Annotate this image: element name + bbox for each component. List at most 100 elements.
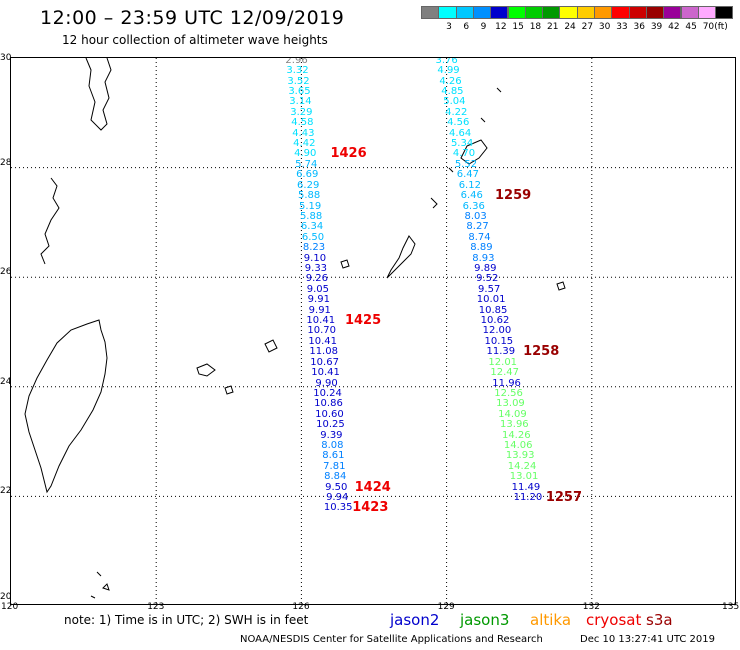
wave-height-value: 11.49 <box>511 481 541 493</box>
color-scale-box <box>576 6 595 19</box>
color-scale-box <box>438 6 457 19</box>
pass-number-label: 1258 <box>523 344 560 360</box>
latitude-label: 22 <box>0 486 12 497</box>
wave-height-value: 5.04 <box>443 96 466 108</box>
color-scale-label: 21 <box>547 22 559 32</box>
generated-timestamp: Dec 10 13:27:41 UTC 2019 <box>580 634 715 645</box>
color-scale-box <box>645 6 665 19</box>
wave-height-value: 9.52 <box>476 273 499 285</box>
color-scale-box <box>524 6 544 19</box>
wave-height-value: 13.09 <box>496 398 525 410</box>
pass-number-label: 1426 <box>330 146 367 162</box>
legend-item-s3a: s3a <box>646 611 673 629</box>
wave-height-value: 8.23 <box>302 242 326 254</box>
miyako-island <box>264 339 278 353</box>
wave-height-value: 6.46 <box>460 190 483 202</box>
color-scale-box <box>507 6 526 19</box>
wave-height-value: 11.96 <box>492 377 521 389</box>
luzon-strait-islands <box>90 571 110 599</box>
wave-height-value: 8.93 <box>472 252 495 264</box>
color-scale-label: 36 <box>633 22 645 32</box>
wave-height-value: 8.08 <box>321 439 344 451</box>
color-scale-box <box>663 6 682 19</box>
pass-number-label: 1257 <box>545 490 582 506</box>
kume-island <box>340 259 350 269</box>
wave-height-value: 4.42 <box>293 138 316 150</box>
color-scale-label: 33 <box>616 22 628 32</box>
wave-height-value: 7.81 <box>323 460 346 472</box>
color-scale-label: 18 <box>529 22 542 32</box>
latitude-label: 28 <box>0 157 12 168</box>
wave-height-value: 10.41 <box>308 335 338 347</box>
wave-height-value: 9.57 <box>478 283 501 295</box>
ishigaki-island <box>196 363 216 377</box>
latitude-label: 24 <box>0 376 12 387</box>
color-scale-box <box>490 6 509 19</box>
color-scale-box <box>472 6 492 19</box>
daito-island <box>556 281 566 291</box>
wave-height-value: 8.03 <box>464 210 487 222</box>
wave-height-value: 10.25 <box>316 419 345 431</box>
wave-height-value: 9.05 <box>306 283 329 295</box>
latitude-label: 26 <box>0 267 12 278</box>
color-scale-box <box>680 6 699 19</box>
wave-height-value: 12.56 <box>494 387 523 399</box>
wave-height-value: 4.99 <box>437 65 460 77</box>
wave-height-value: 10.41 <box>311 367 340 379</box>
wave-height-value: 6.69 <box>296 169 319 181</box>
color-scale-label: 39 <box>650 22 663 32</box>
color-scale-box <box>611 6 630 19</box>
color-scale-box <box>628 6 647 19</box>
legend-item-altika: altika <box>530 611 572 629</box>
color-scale-label: 9 <box>480 22 487 32</box>
pass-number-label: 1424 <box>354 479 391 495</box>
wave-height-value: 9.50 <box>325 481 348 493</box>
wave-height-value: 4.64 <box>449 127 472 139</box>
wave-height-value: 12.00 <box>482 325 512 337</box>
japan-coastline <box>85 58 112 131</box>
color-scale-box <box>559 6 578 19</box>
page-subtitle: 12 hour collection of altimeter wave hei… <box>62 33 328 47</box>
wave-height-value: 8.89 <box>470 242 493 254</box>
color-scale-box <box>715 6 734 19</box>
wave-height-value: 3.29 <box>290 106 313 118</box>
wave-height-value: 4.56 <box>447 117 470 129</box>
color-scale-label: 12 <box>495 22 507 32</box>
wave-height-value: 10.01 <box>476 294 506 306</box>
legend-item-cryosat: cryosat <box>586 611 642 629</box>
color-scale-label: 30 <box>598 22 611 32</box>
wave-height-value: 13.01 <box>509 471 539 483</box>
wave-height-value: 11.39 <box>486 346 516 358</box>
pass-number-label: 1259 <box>495 188 532 204</box>
legend-item-jason3: jason3 <box>460 611 510 629</box>
wave-height-value: 3.32 <box>286 65 309 77</box>
wave-height-value: 3.14 <box>289 96 312 108</box>
wave-height-value: 10.70 <box>307 325 337 337</box>
longitude-label: 120 <box>1 602 19 612</box>
wave-height-value: 13.96 <box>500 419 529 431</box>
longitude-label: 135 <box>722 602 740 612</box>
wave-height-value: 2.96 <box>285 57 308 66</box>
wave-height-value: 9.33 <box>304 262 328 274</box>
color-scale-box <box>421 6 440 19</box>
map-canvas <box>11 58 735 604</box>
wave-height-value: 5.52 <box>454 158 478 170</box>
wave-height-value: 12.01 <box>488 356 518 368</box>
wave-height-value: 6.47 <box>456 169 480 181</box>
wave-height-value: 8.74 <box>468 231 491 243</box>
wave-height-value: 4.90 <box>294 148 317 160</box>
color-scale-label: 70 <box>702 22 715 32</box>
color-scale-label: 45 <box>685 22 697 32</box>
wave-height-value: 14.06 <box>503 439 533 451</box>
longitude-label: 123 <box>147 602 165 612</box>
wave-height-value: 6.29 <box>297 179 320 191</box>
wave-height-value: 11.08 <box>309 346 338 358</box>
wave-height-value: 10.35 <box>323 502 353 514</box>
map-panel: 2.96 3.32 3.52 3.65 3.14 3.29 4.58 4.43 4.42 4.90… <box>10 57 736 605</box>
wave-height-value: 9.91 <box>308 304 331 316</box>
wave-height-value: 9.90 <box>315 377 338 389</box>
wave-height-value: 9.39 <box>320 429 343 441</box>
wave-height-value: 5.88 <box>299 210 323 222</box>
wave-height-value: 10.85 <box>478 304 508 316</box>
kyushu-islands <box>40 177 60 265</box>
